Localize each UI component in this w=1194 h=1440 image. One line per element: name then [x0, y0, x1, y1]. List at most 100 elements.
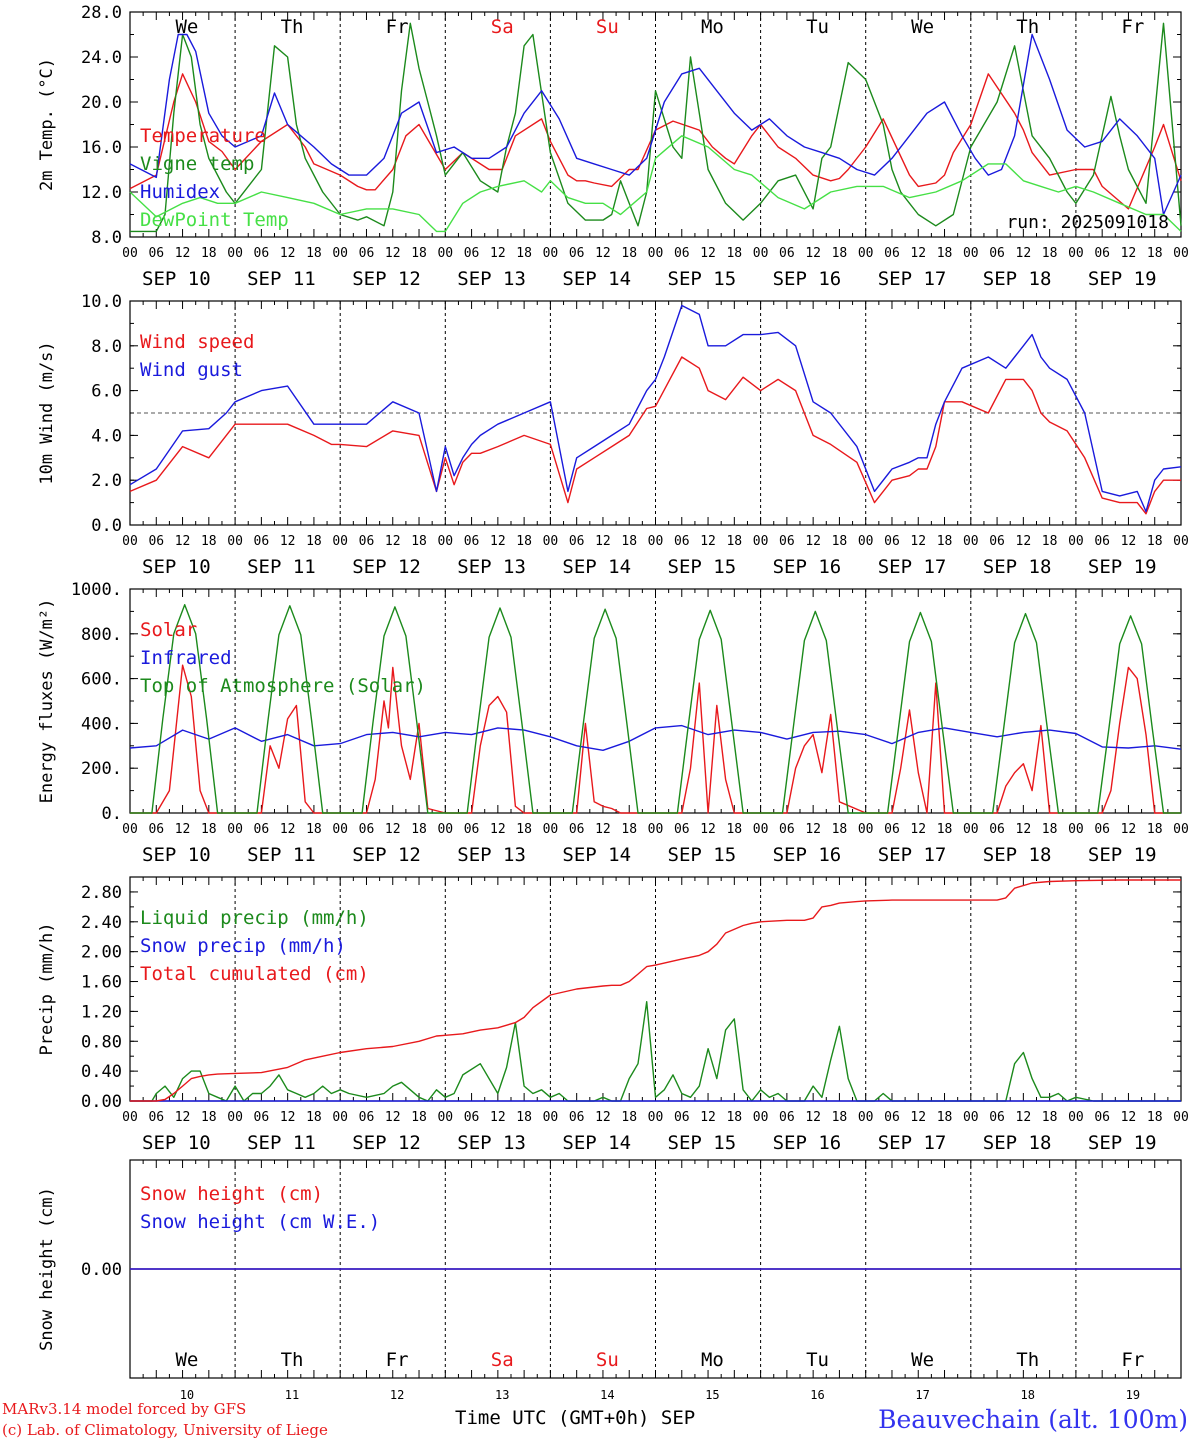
x-day-label: SEP 10: [142, 1132, 211, 1154]
weekday-label: Fr: [386, 16, 409, 38]
x-hour-label: 00: [1068, 1110, 1084, 1125]
x-day-label: SEP 17: [878, 844, 947, 866]
x-hour-label: 18: [937, 822, 953, 837]
footer-day-number: 11: [285, 1388, 299, 1402]
x-hour-label: 18: [726, 534, 742, 549]
x-hour-label: 18: [201, 534, 217, 549]
x-hour-label: 18: [1147, 822, 1163, 837]
x-day-label: SEP 17: [878, 1132, 947, 1154]
x-hour-label: 06: [148, 822, 164, 837]
x-day-label: SEP 14: [562, 268, 631, 290]
x-hour-label: 06: [1094, 534, 1110, 549]
x-day-label: SEP 14: [562, 556, 631, 578]
x-hour-label: 12: [700, 246, 716, 261]
x-hour-label: 06: [359, 246, 375, 261]
y-tick-label: 0.: [102, 804, 122, 824]
x-day-label: SEP 10: [142, 556, 211, 578]
x-hour-label: 12: [280, 822, 296, 837]
x-day-label: SEP 16: [773, 1132, 842, 1154]
x-hour-label: 12: [805, 1110, 821, 1125]
x-hour-label: 06: [464, 822, 480, 837]
x-hour-label: 00: [858, 246, 874, 261]
panel-4: 2.80 2.40 2.00 1.60 1.20 0.80 0.40 0.00 Precip (…: [37, 876, 1189, 1154]
x-hour-label: 12: [175, 534, 191, 549]
x-hour-label: 06: [148, 246, 164, 261]
weekday-label: Tu: [806, 1349, 829, 1371]
x-hour-label: 06: [989, 822, 1005, 837]
x-hour-label: 18: [411, 534, 427, 549]
x-hour-label: 18: [621, 534, 637, 549]
x-day-label: SEP 18: [983, 556, 1052, 578]
x-hour-label: 00: [1173, 534, 1189, 549]
weekday-label: Th: [1016, 1349, 1039, 1371]
y-tick-label: 10.0: [81, 292, 122, 312]
y-tick-label: 8.0: [91, 337, 122, 357]
x-hour-label: 12: [175, 246, 191, 261]
x-day-label: SEP 15: [668, 556, 737, 578]
weekday-label: We: [911, 16, 934, 38]
weekday-label: Sa: [491, 16, 514, 38]
x-hour-label: 06: [884, 822, 900, 837]
x-hour-label: 00: [543, 534, 559, 549]
x-day-label: SEP 11: [247, 1132, 316, 1154]
x-hour-label: 18: [1042, 822, 1058, 837]
run-annotation: run: 2025091018: [1006, 212, 1169, 233]
x-hour-label: 06: [569, 1110, 585, 1125]
x-hour-label: 12: [385, 534, 401, 549]
y-tick-label: 0.0: [91, 516, 122, 536]
x-hour-label: 00: [648, 246, 664, 261]
x-day-label: SEP 14: [562, 1132, 631, 1154]
legend-entry: Wind gust: [140, 359, 243, 381]
x-hour-label: 06: [569, 246, 585, 261]
x-hour-label: 00: [437, 822, 453, 837]
x-hour-label: 18: [411, 246, 427, 261]
footer-day-number: 12: [390, 1388, 404, 1402]
x-hour-label: 00: [332, 822, 348, 837]
y-tick-label: 24.0: [81, 48, 122, 68]
y-tick-label: 16.0: [81, 138, 122, 158]
x-hour-label: 18: [832, 534, 848, 549]
y-tick-label: 6.0: [91, 382, 122, 402]
x-hour-label: 18: [832, 1110, 848, 1125]
y-tick-label: 0.80: [81, 1032, 122, 1052]
x-hour-label: 06: [779, 534, 795, 549]
x-day-label: SEP 18: [983, 1132, 1052, 1154]
x-hour-label: 18: [726, 1110, 742, 1125]
y-tick-label: 1.60: [81, 973, 122, 993]
legend-entry: Wind speed: [140, 331, 254, 353]
credit-line-2: (c) Lab. of Climatology, University of L…: [2, 1421, 328, 1439]
x-day-label: SEP 12: [352, 556, 421, 578]
y-tick-label: 0.00: [81, 1260, 122, 1280]
x-hour-label: 18: [832, 822, 848, 837]
x-hour-label: 06: [989, 246, 1005, 261]
x-hour-label: 06: [359, 822, 375, 837]
x-hour-label: 06: [569, 822, 585, 837]
station-label: Beauvechain (alt. 100m): [878, 1405, 1188, 1434]
weekday-label: Fr: [386, 1349, 409, 1371]
x-hour-label: 06: [359, 1110, 375, 1125]
series-line-total-cumulated-cm-: [130, 879, 1181, 1102]
y-tick-label: 28.0: [81, 3, 122, 23]
y-tick-label: 12.0: [81, 183, 122, 203]
x-hour-label: 06: [359, 534, 375, 549]
x-hour-label: 00: [648, 534, 664, 549]
x-day-label: SEP 19: [1088, 1132, 1157, 1154]
weekday-label: Sa: [491, 1349, 514, 1371]
x-hour-label: 12: [175, 822, 191, 837]
x-hour-label: 12: [1016, 1110, 1032, 1125]
x-day-label: SEP 11: [247, 268, 316, 290]
legend-entry: Snow precip (mm/h): [140, 935, 346, 957]
series-line-infrared: [129, 724, 1182, 751]
x-hour-label: 18: [1042, 534, 1058, 549]
x-hour-label: 18: [516, 246, 532, 261]
x-hour-label: 18: [937, 534, 953, 549]
x-hour-label: 06: [464, 1110, 480, 1125]
y-axis-label: 2m Temp. (°C): [37, 58, 57, 191]
footer-day-number: 17: [915, 1388, 929, 1402]
x-hour-label: 00: [753, 246, 769, 261]
x-hour-label: 12: [910, 1110, 926, 1125]
x-day-label: SEP 17: [878, 556, 947, 578]
legend-entry: Snow height (cm W.E.): [140, 1211, 380, 1233]
x-hour-label: 12: [490, 1110, 506, 1125]
